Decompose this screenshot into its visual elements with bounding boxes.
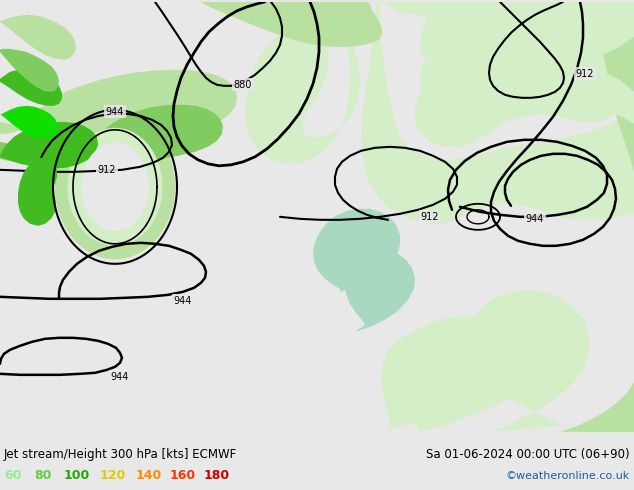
Text: 180: 180 bbox=[204, 469, 230, 483]
Polygon shape bbox=[0, 122, 98, 169]
Polygon shape bbox=[245, 2, 360, 164]
Text: Sa 01-06-2024 00:00 UTC (06+90): Sa 01-06-2024 00:00 UTC (06+90) bbox=[427, 448, 630, 461]
Polygon shape bbox=[380, 2, 634, 147]
Polygon shape bbox=[0, 106, 58, 139]
Polygon shape bbox=[345, 251, 415, 332]
Polygon shape bbox=[469, 290, 589, 432]
Text: 944: 944 bbox=[526, 214, 544, 224]
Text: 944: 944 bbox=[106, 107, 124, 117]
Ellipse shape bbox=[67, 128, 162, 246]
Polygon shape bbox=[380, 332, 470, 432]
Ellipse shape bbox=[55, 114, 175, 259]
Text: 944: 944 bbox=[174, 296, 192, 306]
Text: Jet stream/Height 300 hPa [kts] ECMWF: Jet stream/Height 300 hPa [kts] ECMWF bbox=[4, 448, 237, 461]
Text: 912: 912 bbox=[576, 69, 594, 79]
Text: 912: 912 bbox=[98, 165, 116, 175]
Polygon shape bbox=[0, 70, 62, 106]
Text: 80: 80 bbox=[34, 469, 51, 483]
Text: ©weatheronline.co.uk: ©weatheronline.co.uk bbox=[506, 471, 630, 481]
Text: 160: 160 bbox=[170, 469, 196, 483]
Polygon shape bbox=[361, 2, 634, 224]
Text: 100: 100 bbox=[64, 469, 90, 483]
Text: 120: 120 bbox=[100, 469, 126, 483]
Text: 944: 944 bbox=[111, 372, 129, 382]
Text: 880: 880 bbox=[234, 80, 252, 90]
Polygon shape bbox=[313, 209, 400, 292]
Polygon shape bbox=[580, 400, 634, 432]
Polygon shape bbox=[200, 2, 382, 47]
Polygon shape bbox=[0, 49, 59, 92]
Text: 912: 912 bbox=[421, 212, 439, 222]
Polygon shape bbox=[18, 157, 57, 226]
Polygon shape bbox=[420, 2, 634, 124]
Polygon shape bbox=[0, 70, 237, 135]
Polygon shape bbox=[0, 105, 223, 163]
Polygon shape bbox=[600, 2, 634, 172]
Polygon shape bbox=[390, 316, 530, 432]
Polygon shape bbox=[0, 15, 76, 60]
Polygon shape bbox=[560, 382, 634, 432]
Text: 60: 60 bbox=[4, 469, 22, 483]
Text: 140: 140 bbox=[136, 469, 162, 483]
Ellipse shape bbox=[81, 143, 149, 231]
Polygon shape bbox=[0, 2, 634, 432]
